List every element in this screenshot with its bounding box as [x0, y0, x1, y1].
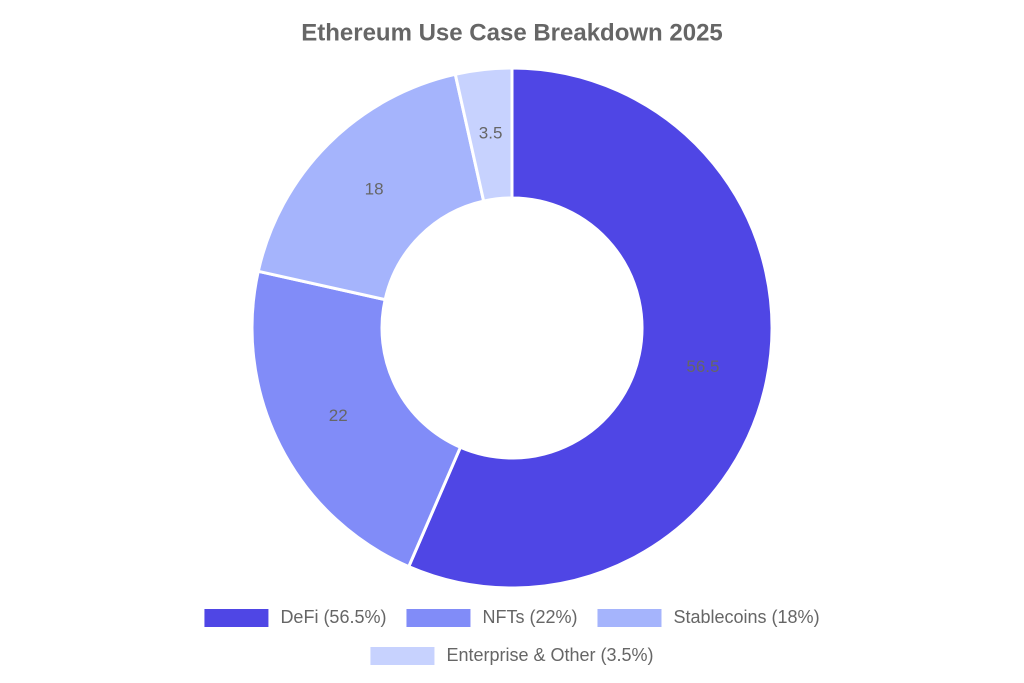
legend-item: NFTs (22%) — [406, 607, 577, 627]
data-label: 22 — [329, 406, 348, 425]
legend-label: DeFi (56.5%) — [280, 607, 386, 627]
data-label: 56.5 — [686, 357, 719, 376]
legend-swatch — [406, 609, 471, 627]
donut-slice — [250, 269, 463, 569]
legend-item: Enterprise & Other (3.5%) — [370, 645, 654, 665]
legend-label: NFTs (22%) — [482, 607, 577, 627]
donut-slice — [453, 66, 514, 203]
data-label: 18 — [365, 180, 384, 199]
legend-item: DeFi (56.5%) — [204, 607, 386, 627]
legend-swatch — [597, 609, 662, 627]
donut-slice — [406, 66, 774, 590]
chart-title: Ethereum Use Case Breakdown 2025 — [301, 19, 723, 46]
legend-item: Stablecoins (18%) — [597, 607, 820, 627]
data-label: 3.5 — [479, 124, 503, 143]
legend-swatch — [370, 647, 435, 665]
donut-slice — [256, 72, 486, 302]
legend-label: Stablecoins (18%) — [673, 607, 819, 627]
legend-swatch — [204, 609, 269, 627]
legend-label: Enterprise & Other (3.5%) — [446, 645, 653, 665]
